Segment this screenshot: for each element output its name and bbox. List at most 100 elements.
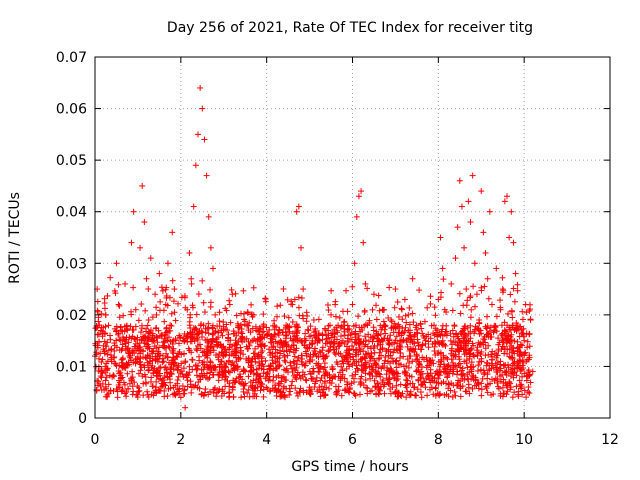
roti-point xyxy=(244,310,251,317)
roti-point xyxy=(247,367,254,374)
roti-point xyxy=(193,311,200,318)
roti-point xyxy=(404,343,411,350)
roti-point xyxy=(484,322,491,329)
roti-point xyxy=(405,311,412,318)
roti-point xyxy=(358,188,365,195)
roti-point xyxy=(170,384,177,391)
roti-point xyxy=(415,360,422,367)
roti-point xyxy=(189,304,196,311)
x-tick-label: 12 xyxy=(601,432,619,448)
roti-point xyxy=(293,389,300,396)
roti-point xyxy=(441,392,448,399)
roti-point xyxy=(215,377,222,384)
roti-point xyxy=(196,385,203,392)
roti-point xyxy=(341,318,348,325)
roti-point xyxy=(182,404,189,411)
roti-point xyxy=(182,359,189,366)
roti-point xyxy=(170,298,177,305)
roti-point xyxy=(403,376,410,383)
roti-point xyxy=(493,313,500,320)
roti-point xyxy=(107,332,114,339)
roti-point xyxy=(521,370,528,377)
roti-point xyxy=(149,350,156,357)
roti-point xyxy=(398,393,405,400)
roti-point xyxy=(190,203,197,210)
roti-point xyxy=(95,378,102,385)
roti-point xyxy=(94,298,101,305)
roti-point xyxy=(360,239,367,246)
roti-point xyxy=(467,314,474,321)
roti-point xyxy=(226,369,233,376)
roti-point xyxy=(193,346,200,353)
roti-point xyxy=(327,374,334,381)
roti-point xyxy=(373,302,380,309)
roti-point xyxy=(249,325,256,332)
x-tick-label: 2 xyxy=(176,432,185,448)
roti-point xyxy=(159,352,166,359)
roti-point xyxy=(448,280,455,287)
roti-point xyxy=(157,298,164,305)
roti-point xyxy=(451,323,458,330)
roti-point xyxy=(432,340,439,347)
roti-point xyxy=(427,379,434,386)
roti-point xyxy=(163,284,170,291)
roti-point xyxy=(241,367,248,374)
roti-point xyxy=(473,347,480,354)
roti-point xyxy=(478,287,485,294)
roti-point xyxy=(262,295,269,302)
roti-point xyxy=(231,365,238,372)
roti-point xyxy=(186,322,193,329)
roti-point xyxy=(126,361,133,368)
roti-point xyxy=(356,391,363,398)
roti-point xyxy=(317,377,324,384)
roti-point xyxy=(339,371,346,378)
roti-point xyxy=(181,390,188,397)
roti-point xyxy=(262,298,269,305)
roti-point xyxy=(214,323,221,330)
roti-point xyxy=(227,319,234,326)
roti-point xyxy=(344,352,351,359)
roti-point xyxy=(526,390,533,397)
roti-point xyxy=(138,325,145,332)
roti-point xyxy=(406,321,413,328)
roti-point xyxy=(281,313,288,320)
roti-point xyxy=(118,356,125,363)
roti-point xyxy=(523,309,530,316)
roti-point xyxy=(402,369,409,376)
roti-point xyxy=(244,345,251,352)
roti-point xyxy=(418,394,425,401)
roti-point xyxy=(205,391,212,398)
roti-point xyxy=(282,358,289,365)
roti-point xyxy=(243,335,250,342)
roti-point xyxy=(471,260,478,267)
roti-point xyxy=(129,368,136,375)
roti-point xyxy=(238,394,245,401)
roti-point xyxy=(371,377,378,384)
roti-point xyxy=(394,299,401,306)
roti-point xyxy=(178,360,185,367)
roti-point xyxy=(467,293,474,300)
roti-point xyxy=(501,319,508,326)
roti-point xyxy=(229,291,236,298)
roti-point xyxy=(129,333,136,340)
roti-point xyxy=(484,360,491,367)
roti-point xyxy=(120,312,127,319)
roti-point xyxy=(215,356,222,363)
roti-point xyxy=(527,317,534,324)
roti-point xyxy=(184,338,191,345)
roti-point xyxy=(352,334,359,341)
roti-point xyxy=(302,376,309,383)
roti-point xyxy=(349,342,356,349)
roti-point xyxy=(393,333,400,340)
roti-point xyxy=(237,344,244,351)
roti-point xyxy=(430,391,437,398)
roti-point xyxy=(168,322,175,329)
roti-point xyxy=(129,374,136,381)
roti-point xyxy=(137,329,144,336)
roti-point xyxy=(454,224,461,231)
roti-point xyxy=(293,345,300,352)
roti-point xyxy=(212,352,219,359)
roti-point xyxy=(263,324,270,331)
x-axis-title: GPS time / hours xyxy=(291,459,408,475)
